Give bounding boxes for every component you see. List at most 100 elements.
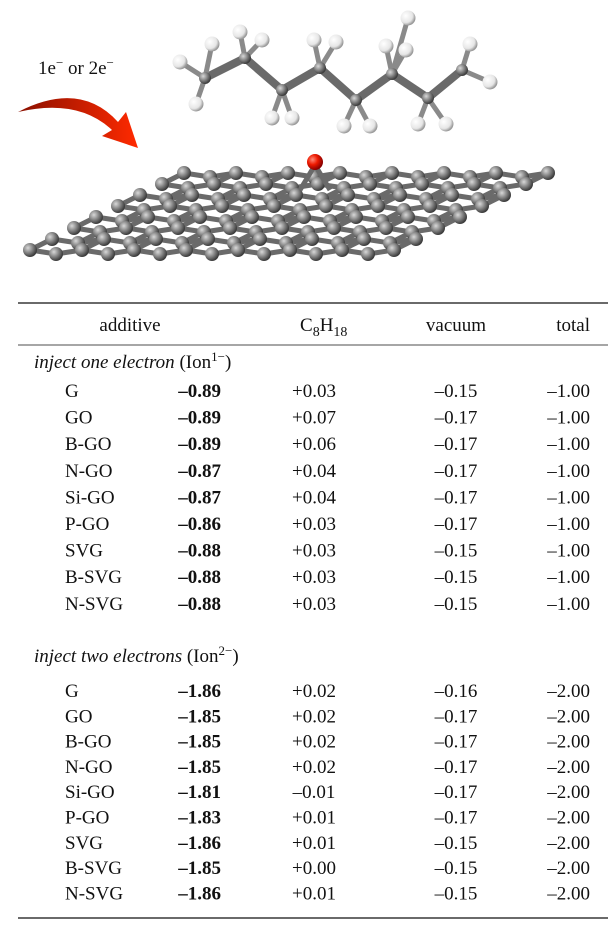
carbon-atom: [231, 243, 245, 257]
carbon-atom: [171, 221, 185, 235]
vacuum-value: –0.15: [434, 594, 478, 615]
solvent-value: +0.04: [292, 461, 336, 482]
oxygen-atom: [307, 154, 323, 170]
header-part: H: [320, 315, 334, 336]
total-value: –2.00: [546, 833, 590, 854]
carbon-atom: [75, 243, 89, 257]
carbon-atom: [475, 199, 489, 213]
carbon-atom: [163, 199, 177, 213]
section-label: (Ion: [182, 646, 219, 667]
ion-value: –1.85: [177, 706, 221, 727]
header-part: C: [300, 315, 313, 336]
section-title: inject one electron (Ion1−): [34, 349, 231, 373]
carbon-atom: [305, 232, 319, 246]
carbon-atom: [350, 94, 362, 106]
carbon-atom: [229, 166, 243, 180]
solvent-value: +0.01: [292, 808, 336, 829]
carbon-atom: [319, 199, 333, 213]
electron-label: 1e− or 2e−: [38, 55, 114, 79]
carbon-atom: [267, 199, 281, 213]
ion-value: –1.86: [177, 833, 221, 854]
hydrogen-atom: [483, 75, 498, 90]
carbon-atom: [237, 188, 251, 202]
total-value: –1.00: [546, 381, 590, 402]
additive-name: B-GO: [65, 732, 111, 753]
carbon-atom: [519, 177, 533, 191]
carbon-atom: [185, 188, 199, 202]
solvent-value: +0.03: [292, 594, 336, 615]
ion-value: –1.83: [177, 808, 221, 829]
carbon-atom: [415, 177, 429, 191]
total-value: –1.00: [546, 487, 590, 508]
section-sup: 2−: [219, 643, 233, 658]
hydrogen-atom: [329, 35, 344, 50]
carbon-atom: [385, 166, 399, 180]
carbon-atom: [423, 199, 437, 213]
hydrogen-atom: [189, 97, 204, 112]
hydrogen-atom: [411, 117, 426, 132]
bond: [392, 74, 428, 98]
carbon-atom: [49, 247, 63, 261]
carbon-atom: [276, 84, 288, 96]
hydrogen-atom: [463, 37, 478, 52]
solvent-value: +0.03: [292, 541, 336, 562]
total-value: –1.00: [546, 434, 590, 455]
carbon-atom: [327, 221, 341, 235]
total-value: –1.00: [546, 541, 590, 562]
carbon-atom: [497, 188, 511, 202]
solvent-value: +0.06: [292, 434, 336, 455]
carbon-atom: [314, 62, 326, 74]
section-italic: inject one electron: [34, 352, 175, 373]
carbon-atom: [386, 68, 398, 80]
carbon-atom: [205, 247, 219, 261]
carbon-atom: [309, 247, 323, 261]
solvent-value: +0.04: [292, 487, 336, 508]
total-value: –2.00: [546, 681, 590, 702]
carbon-atom: [333, 166, 347, 180]
carbon-atom: [387, 243, 401, 257]
carbon-atom: [215, 199, 229, 213]
ion-value: –0.89: [177, 408, 221, 429]
additive-name: Si-GO: [65, 487, 115, 508]
carbon-atom: [193, 210, 207, 224]
additive-name: B-GO: [65, 434, 111, 455]
bond: [282, 68, 320, 90]
carbon-atom: [223, 221, 237, 235]
header-cell: additive: [99, 315, 160, 336]
carbon-atom: [541, 166, 555, 180]
hydrogen-atom: [337, 119, 352, 134]
hydrogen-atom: [363, 119, 378, 134]
additive-name: P-GO: [65, 514, 109, 535]
carbon-atom: [45, 232, 59, 246]
vacuum-value: –0.17: [434, 706, 478, 727]
page: 1e− or 2e− additive C8H18 vacuum total i…: [0, 0, 608, 932]
hydrogen-atom: [255, 33, 270, 48]
additive-name: P-GO: [65, 808, 109, 829]
total-value: –2.00: [546, 757, 590, 778]
carbon-atom: [401, 210, 415, 224]
hydrogen-atom: [233, 25, 248, 40]
hydrogen-atom: [265, 111, 280, 126]
header-cell: total: [556, 315, 590, 336]
additive-name: SVG: [65, 833, 103, 854]
solvent-value: +0.03: [292, 381, 336, 402]
carbon-atom: [467, 177, 481, 191]
carbon-atom: [253, 232, 267, 246]
carbon-atom: [119, 221, 133, 235]
vacuum-value: –0.16: [434, 681, 478, 702]
carbon-atom: [409, 232, 423, 246]
graphene-sheet: [23, 154, 555, 261]
bond: [320, 68, 356, 100]
additive-name: GO: [65, 706, 92, 727]
header-sub: 18: [333, 325, 347, 340]
section-italic: inject two electrons: [34, 646, 182, 667]
total-value: –1.00: [546, 408, 590, 429]
total-value: –1.00: [546, 461, 590, 482]
hydrogen-atom: [285, 111, 300, 126]
carbon-atom: [297, 210, 311, 224]
carbon-atom: [341, 188, 355, 202]
additive-name: N-SVG: [65, 594, 123, 615]
hydrogen-atom: [399, 43, 414, 58]
ion-value: –0.88: [177, 541, 221, 562]
hydrogen-atom: [379, 39, 394, 54]
